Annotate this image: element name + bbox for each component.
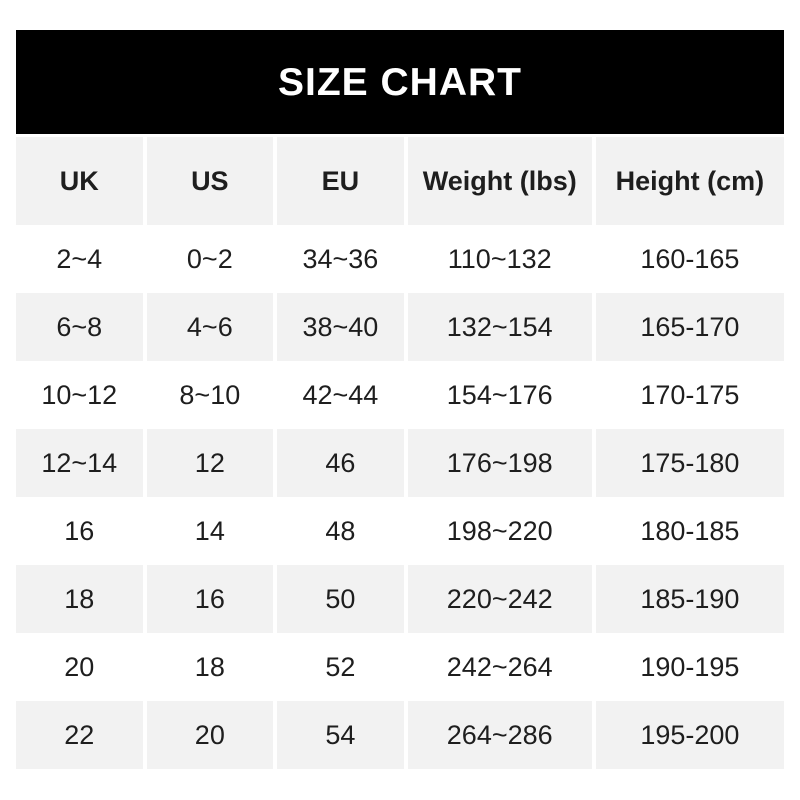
cell-weight: 264~286 bbox=[407, 701, 596, 769]
cell-uk: 16 bbox=[16, 497, 147, 565]
column-header-us: US bbox=[146, 137, 278, 225]
column-header-uk: UK bbox=[16, 137, 147, 225]
cell-weight: 242~264 bbox=[407, 633, 596, 701]
cell-weight: 198~220 bbox=[407, 497, 596, 565]
cell-us: 14 bbox=[146, 497, 278, 565]
cell-weight: 110~132 bbox=[407, 225, 596, 293]
cell-weight: 154~176 bbox=[407, 361, 596, 429]
cell-us: 12 bbox=[146, 429, 278, 497]
cell-eu: 46 bbox=[277, 429, 408, 497]
table-row: 16 14 48 198~220 180-185 bbox=[16, 497, 784, 565]
cell-uk: 6~8 bbox=[16, 293, 147, 361]
cell-eu: 48 bbox=[277, 497, 408, 565]
cell-height: 195-200 bbox=[595, 701, 784, 769]
cell-eu: 38~40 bbox=[277, 293, 408, 361]
table-row: 6~8 4~6 38~40 132~154 165-170 bbox=[16, 293, 784, 361]
cell-us: 18 bbox=[146, 633, 278, 701]
cell-height: 185-190 bbox=[595, 565, 784, 633]
cell-us: 0~2 bbox=[146, 225, 278, 293]
size-chart-page: SIZE CHART UK US EU Weight (lbs) Height … bbox=[16, 0, 784, 769]
cell-uk: 2~4 bbox=[16, 225, 147, 293]
cell-eu: 52 bbox=[277, 633, 408, 701]
cell-us: 20 bbox=[146, 701, 278, 769]
table-header-row: UK US EU Weight (lbs) Height (cm) bbox=[16, 137, 784, 225]
cell-eu: 54 bbox=[277, 701, 408, 769]
page-title: SIZE CHART bbox=[278, 60, 522, 104]
cell-eu: 34~36 bbox=[277, 225, 408, 293]
table-row: 2~4 0~2 34~36 110~132 160-165 bbox=[16, 225, 784, 293]
table-row: 20 18 52 242~264 190-195 bbox=[16, 633, 784, 701]
cell-uk: 12~14 bbox=[16, 429, 147, 497]
cell-eu: 50 bbox=[277, 565, 408, 633]
column-header-height: Height (cm) bbox=[595, 137, 784, 225]
cell-uk: 10~12 bbox=[16, 361, 147, 429]
cell-height: 165-170 bbox=[595, 293, 784, 361]
table-row: 18 16 50 220~242 185-190 bbox=[16, 565, 784, 633]
cell-height: 190-195 bbox=[595, 633, 784, 701]
cell-uk: 22 bbox=[16, 701, 147, 769]
cell-us: 4~6 bbox=[146, 293, 278, 361]
cell-height: 175-180 bbox=[595, 429, 784, 497]
cell-uk: 18 bbox=[16, 565, 147, 633]
cell-uk: 20 bbox=[16, 633, 147, 701]
table-row: 10~12 8~10 42~44 154~176 170-175 bbox=[16, 361, 784, 429]
size-chart-table: UK US EU Weight (lbs) Height (cm) 2~4 0~… bbox=[16, 137, 784, 769]
cell-weight: 132~154 bbox=[407, 293, 596, 361]
column-header-weight: Weight (lbs) bbox=[407, 137, 596, 225]
cell-us: 8~10 bbox=[146, 361, 278, 429]
table-row: 12~14 12 46 176~198 175-180 bbox=[16, 429, 784, 497]
cell-height: 170-175 bbox=[595, 361, 784, 429]
cell-height: 160-165 bbox=[595, 225, 784, 293]
size-chart-banner: SIZE CHART bbox=[16, 30, 784, 134]
cell-height: 180-185 bbox=[595, 497, 784, 565]
cell-weight: 176~198 bbox=[407, 429, 596, 497]
cell-weight: 220~242 bbox=[407, 565, 596, 633]
table-row: 22 20 54 264~286 195-200 bbox=[16, 701, 784, 769]
column-header-eu: EU bbox=[277, 137, 408, 225]
cell-eu: 42~44 bbox=[277, 361, 408, 429]
cell-us: 16 bbox=[146, 565, 278, 633]
